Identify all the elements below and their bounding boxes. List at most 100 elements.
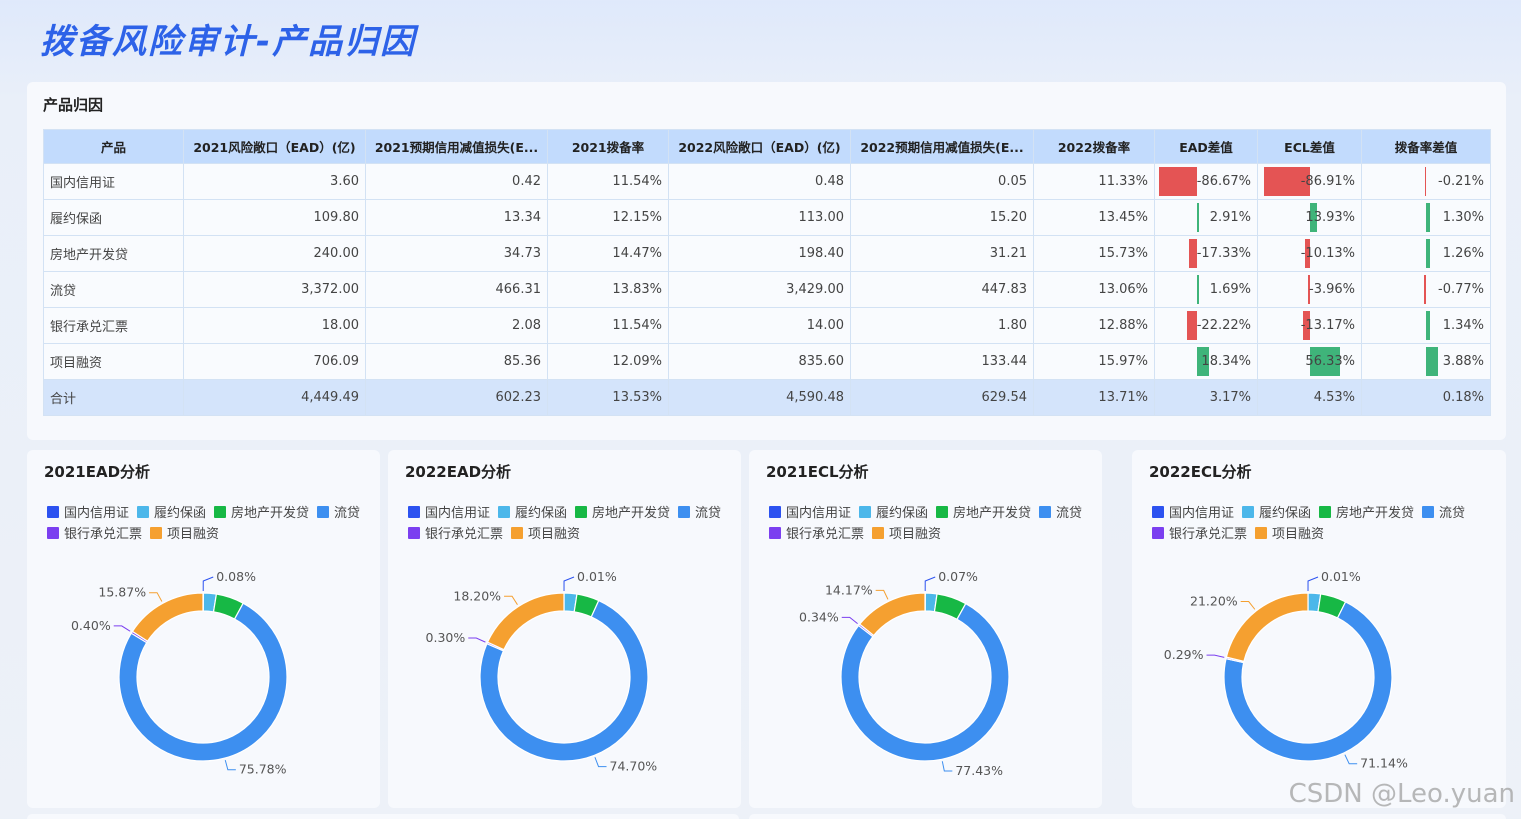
table-row[interactable]: 履约保函 109.80 13.34 12.15% 113.00 15.20 13.45% 2.… [43, 199, 1491, 236]
value-cell: 1.80 [850, 307, 1034, 344]
legend-label: 银行承兑汇票 [425, 527, 504, 542]
legend-item[interactable]: 项目融资 [511, 524, 580, 545]
donut-slice[interactable] [486, 592, 565, 651]
legend-item[interactable]: 项目融资 [150, 524, 219, 545]
legend-item[interactable]: 国内信用证 [408, 503, 490, 524]
ead-diff-cell: 18.34% [1154, 343, 1258, 380]
table-row[interactable]: 项目融资 706.09 85.36 12.09% 835.60 133.44 15.97% 1… [43, 343, 1491, 380]
donut-slice[interactable] [858, 592, 926, 637]
legend-label: 银行承兑汇票 [1169, 527, 1248, 542]
legend-swatch [317, 506, 330, 518]
label-leader-line [1344, 754, 1358, 765]
legend-item[interactable]: 国内信用证 [1152, 503, 1234, 524]
legend-swatch [47, 506, 59, 518]
donut-slice[interactable] [1223, 601, 1393, 762]
value-cell: 3,429.00 [668, 271, 851, 308]
legend-label: 银行承兑汇票 [64, 527, 143, 542]
table-row[interactable]: 流贷 3,372.00 466.31 13.83% 3,429.00 447.83 13.0… [43, 271, 1491, 308]
legend-item[interactable]: 银行承兑汇票 [408, 524, 503, 545]
legend-item[interactable]: 国内信用证 [47, 503, 129, 524]
legend-item[interactable]: 履约保函 [498, 503, 567, 524]
donut-slice[interactable] [1225, 592, 1309, 663]
total-row[interactable]: 合计 4,449.49 602.23 13.53% 4,590.48 629.54 13.7… [43, 379, 1491, 416]
legend-item[interactable]: 流贷 [1039, 503, 1082, 524]
product-name-cell: 房地产开发贷 [43, 235, 184, 272]
total-value-cell: 4,590.48 [668, 379, 851, 416]
diff-value: -10.13% [1300, 246, 1355, 261]
diff-bar [1310, 347, 1341, 376]
legend-label: 房地产开发贷 [592, 506, 671, 521]
total-value-cell: 4.53% [1257, 379, 1362, 416]
legend-item[interactable]: 国内信用证 [769, 503, 851, 524]
product-name-cell: 履约保函 [43, 199, 184, 236]
diff-value: 56.33% [1305, 354, 1355, 369]
value-cell: 3,372.00 [183, 271, 366, 308]
legend-item[interactable]: 流贷 [1422, 503, 1465, 524]
legend-label: 项目融资 [167, 527, 220, 542]
legend-label: 履约保函 [515, 506, 568, 521]
label-leader-line [113, 625, 131, 632]
total-value-cell: 13.53% [547, 379, 669, 416]
legend-swatch [408, 527, 420, 539]
diff-value: 1.26% [1442, 246, 1484, 261]
table-row[interactable]: 国内信用证 3.60 0.42 11.54% 0.48 0.05 11.33% -86.67%… [43, 163, 1491, 200]
value-cell: 198.40 [668, 235, 851, 272]
legend-item[interactable]: 流贷 [317, 503, 360, 524]
legend-item[interactable]: 银行承兑汇票 [769, 524, 864, 545]
legend-label: 国内信用证 [64, 506, 130, 521]
total-value-cell: 629.54 [850, 379, 1034, 416]
col-header[interactable]: ECL差值 [1257, 129, 1362, 164]
legend-item[interactable]: 房地产开发贷 [214, 503, 309, 524]
value-cell: 706.09 [183, 343, 366, 380]
legend-item[interactable]: 房地产开发贷 [1319, 503, 1414, 524]
col-header[interactable]: EAD差值 [1154, 129, 1258, 164]
donut-slice[interactable] [118, 602, 288, 762]
col-header[interactable]: 产品 [43, 129, 184, 164]
label-leader-line [504, 595, 518, 605]
donut-slice[interactable] [479, 599, 649, 762]
value-cell: 13.83% [547, 271, 669, 308]
legend-item[interactable]: 房地产开发贷 [936, 503, 1031, 524]
donut-slice[interactable] [840, 602, 1010, 762]
col-header[interactable]: 2021拨备率 [547, 129, 669, 164]
legend-item[interactable]: 履约保函 [859, 503, 928, 524]
chart-title: 2022EAD分析 [405, 463, 512, 481]
diff-value: 18.34% [1201, 354, 1251, 369]
product-name-cell: 国内信用证 [43, 163, 184, 200]
legend-label: 流贷 [1056, 506, 1083, 521]
legend-item[interactable]: 履约保函 [1242, 503, 1311, 524]
legend-label: 国内信用证 [425, 506, 491, 521]
legend-item[interactable]: 履约保函 [137, 503, 206, 524]
value-cell: 31.21 [850, 235, 1034, 272]
legend-label: 项目融资 [1272, 527, 1325, 542]
legend-label: 流贷 [334, 506, 361, 521]
attribution-table: 产品 2021风险敞口（EAD）(亿) 2021预期信用减值损失(E... 20… [43, 129, 1491, 416]
legend-item[interactable]: 银行承兑汇票 [1152, 524, 1247, 545]
col-header[interactable]: 2022拨备率 [1033, 129, 1155, 164]
table-row[interactable]: 房地产开发贷 240.00 34.73 14.47% 198.40 31.21 15.73%… [43, 235, 1491, 272]
legend-item[interactable]: 流贷 [678, 503, 721, 524]
label-leader-line [875, 589, 889, 600]
value-cell: 85.36 [365, 343, 548, 380]
data-label: 71.14% [1360, 756, 1408, 771]
legend-item[interactable]: 项目融资 [872, 524, 941, 545]
col-header[interactable]: 2022风险敞口（EAD）(亿) [668, 129, 851, 164]
value-cell: 447.83 [850, 271, 1034, 308]
legend-label: 流贷 [695, 506, 722, 521]
col-header[interactable]: 2021预期信用减值损失(E... [365, 129, 548, 164]
diff-bar [1187, 311, 1197, 340]
legend-swatch [1152, 527, 1164, 539]
table-row[interactable]: 银行承兑汇票 18.00 2.08 11.54% 14.00 1.80 12.88% -22.… [43, 307, 1491, 344]
value-cell: 0.48 [668, 163, 851, 200]
legend-item[interactable]: 房地产开发贷 [575, 503, 670, 524]
legend-item[interactable]: 银行承兑汇票 [47, 524, 142, 545]
ead-diff-cell: -86.67% [1154, 163, 1258, 200]
total-value-cell: 602.23 [365, 379, 548, 416]
value-cell: 14.47% [547, 235, 669, 272]
col-header[interactable]: 2022预期信用减值损失(E... [850, 129, 1034, 164]
col-header[interactable]: 2021风险敞口（EAD）(亿) [183, 129, 366, 164]
data-label: 0.01% [577, 569, 617, 584]
col-header[interactable]: 拨备率差值 [1361, 129, 1491, 164]
donut-slice[interactable] [131, 592, 204, 643]
legend-item[interactable]: 项目融资 [1255, 524, 1324, 545]
